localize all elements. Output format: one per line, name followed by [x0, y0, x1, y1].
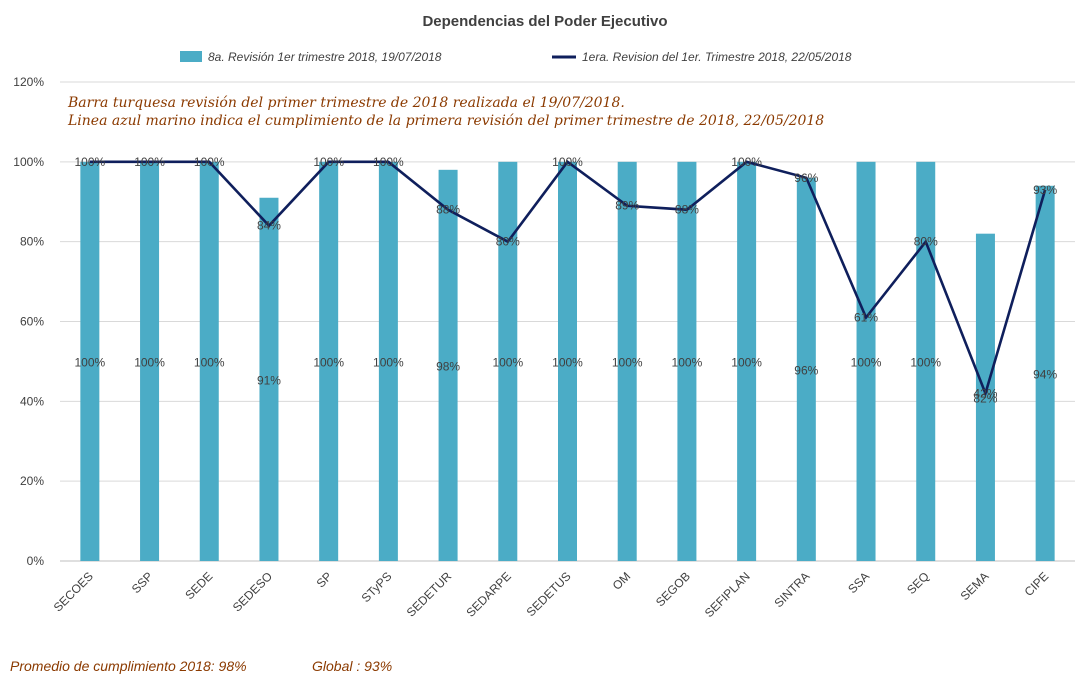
x-tick-label: SECOES	[51, 569, 96, 614]
bar	[438, 169, 458, 562]
bar	[199, 161, 219, 562]
bar	[737, 161, 757, 562]
line-data-label: 80%	[914, 235, 938, 249]
bar-data-label: 94%	[1033, 367, 1057, 381]
footer-global: Global : 93%	[312, 658, 392, 674]
x-tick-label: OM	[610, 569, 634, 593]
bar	[259, 197, 279, 561]
bar-data-label: 100%	[75, 355, 106, 369]
chart-title: Dependencias del Poder Ejecutivo	[422, 13, 667, 30]
bar-data-label: 100%	[731, 355, 762, 369]
bar	[558, 161, 577, 562]
bar	[916, 161, 936, 562]
x-tick-label: SEDESO	[230, 569, 275, 614]
line-data-label: 89%	[615, 199, 639, 213]
y-tick-label: 100%	[13, 155, 44, 169]
legend-bar-label: 8a. Revisión 1er trimestre 2018, 19/07/2…	[208, 50, 442, 64]
bar	[319, 161, 339, 562]
bar	[498, 161, 518, 562]
bar	[796, 177, 816, 562]
bar-data-label: 100%	[313, 355, 344, 369]
line-path	[89, 160, 1047, 398]
bar-data-label: 100%	[373, 355, 404, 369]
bar	[378, 161, 398, 562]
line-data-label: 100%	[731, 155, 762, 169]
x-tick-label: CIPE	[1022, 569, 1052, 599]
x-tick-label: SEDETUS	[524, 569, 574, 619]
bar-data-label: 98%	[436, 359, 460, 373]
bar-data-label: 91%	[257, 373, 281, 387]
bar	[1035, 185, 1055, 562]
line-data-label: 88%	[436, 203, 460, 217]
annotation-line-2: Linea azul marino indica el cumplimiento…	[67, 113, 824, 129]
bar-data-label: 100%	[910, 355, 941, 369]
bar	[80, 161, 100, 562]
line-data-label: 61%	[854, 311, 878, 325]
bar	[975, 233, 995, 561]
bar	[140, 161, 160, 562]
bar-data-label: 100%	[672, 355, 703, 369]
y-tick-label: 120%	[13, 75, 44, 89]
bar	[617, 161, 637, 562]
line-data-label: 100%	[313, 155, 344, 169]
legend-line-label: 1era. Revision del 1er. Trimestre 2018, …	[582, 50, 852, 64]
legend: 8a. Revisión 1er trimestre 2018, 19/07/2…	[180, 50, 852, 64]
line-data-label: 80%	[496, 235, 520, 249]
bar	[677, 161, 697, 562]
y-tick-label: 0%	[27, 554, 45, 568]
bar-data-label: 100%	[612, 355, 643, 369]
x-tick-label: SSA	[845, 569, 872, 596]
y-tick-label: 40%	[20, 394, 44, 408]
y-tick-label: 20%	[20, 474, 44, 488]
x-tick-label: SEFIPLAN	[702, 569, 753, 620]
y-tick-label: 80%	[20, 235, 44, 249]
bar	[856, 161, 876, 562]
x-tick-label: SEMA	[958, 569, 992, 603]
x-axis: SECOES SSP SEDE SEDESO SP STyPS SEDETUR SEDARPE…	[51, 569, 1052, 620]
bar-data-label: 100%	[134, 355, 165, 369]
x-tick-label: SEQ	[904, 569, 932, 597]
line-data-label: 42%	[973, 386, 997, 400]
x-tick-label: SINTRA	[771, 569, 812, 610]
x-tick-label: SSP	[129, 569, 156, 596]
y-tick-label: 60%	[20, 315, 44, 329]
x-tick-label: SP	[314, 569, 335, 590]
bar-data-label: 100%	[492, 355, 523, 369]
line-data-label: 84%	[257, 219, 281, 233]
x-tick-label: STyPS	[359, 569, 395, 605]
footer-promedio: Promedio de cumplimiento 2018: 98%	[10, 658, 247, 674]
annotation-line-1: Barra turquesa revisión del primer trime…	[67, 95, 625, 111]
bar-data-label: 100%	[552, 355, 583, 369]
line-data-label: 100%	[194, 155, 225, 169]
x-tick-label: SEDE	[182, 569, 215, 602]
x-tick-label: SEDARPE	[463, 569, 513, 619]
x-tick-label: SEDETUR	[404, 569, 455, 620]
data-labels: 100% 100% 100% 91% 100% 100% 98% 100% 100% 100% 10…	[75, 155, 1058, 406]
line-data-label: 93%	[1033, 183, 1057, 197]
line-data-label: 100%	[552, 155, 583, 169]
legend-bar-swatch	[180, 51, 202, 62]
line-data-label: 100%	[75, 155, 106, 169]
bar-series	[80, 161, 1055, 562]
line-data-label: 100%	[373, 155, 404, 169]
bar-data-label: 100%	[851, 355, 882, 369]
line-data-label: 100%	[134, 155, 165, 169]
x-tick-label: SEGOB	[653, 569, 693, 609]
line-data-label: 96%	[794, 171, 818, 185]
bar-data-label: 96%	[794, 363, 818, 377]
bar-data-label: 100%	[194, 355, 225, 369]
bar-data-label: 82%	[973, 391, 997, 405]
line-data-label: 88%	[675, 203, 699, 217]
line-series	[89, 160, 1047, 398]
